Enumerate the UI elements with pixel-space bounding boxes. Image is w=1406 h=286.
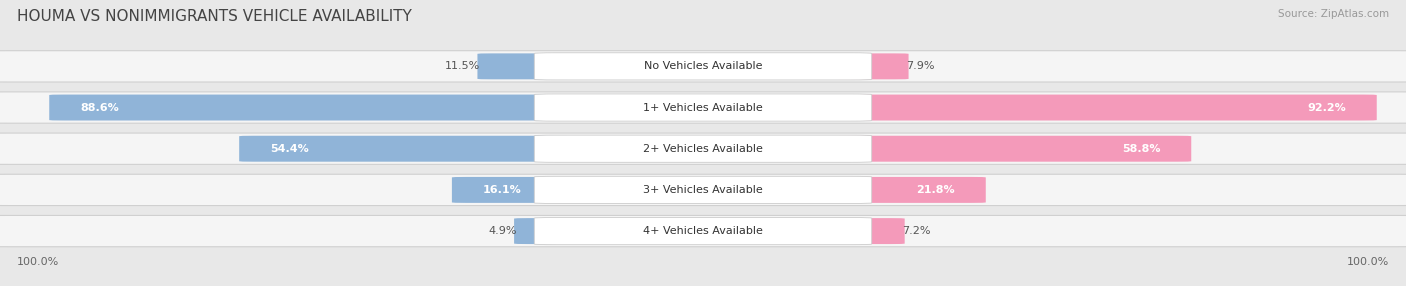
Text: 21.8%: 21.8% [917, 185, 955, 195]
FancyBboxPatch shape [837, 136, 1191, 162]
Text: 88.6%: 88.6% [80, 103, 120, 112]
Text: Source: ZipAtlas.com: Source: ZipAtlas.com [1278, 9, 1389, 19]
FancyBboxPatch shape [534, 135, 872, 162]
FancyBboxPatch shape [534, 53, 872, 80]
Text: 7.2%: 7.2% [901, 226, 931, 236]
FancyBboxPatch shape [534, 94, 872, 121]
Text: 16.1%: 16.1% [482, 185, 522, 195]
FancyBboxPatch shape [0, 133, 1406, 164]
FancyBboxPatch shape [49, 95, 569, 120]
FancyBboxPatch shape [0, 92, 1406, 123]
FancyBboxPatch shape [0, 51, 1406, 82]
Text: 54.4%: 54.4% [270, 144, 309, 154]
FancyBboxPatch shape [837, 177, 986, 203]
FancyBboxPatch shape [451, 177, 569, 203]
Text: No Vehicles Available: No Vehicles Available [644, 61, 762, 71]
Text: 7.9%: 7.9% [905, 61, 934, 71]
Text: 11.5%: 11.5% [446, 61, 481, 71]
FancyBboxPatch shape [837, 218, 904, 244]
FancyBboxPatch shape [837, 95, 1376, 120]
Text: 4.9%: 4.9% [488, 226, 517, 236]
Text: 58.8%: 58.8% [1122, 144, 1160, 154]
FancyBboxPatch shape [239, 136, 569, 162]
Text: 100.0%: 100.0% [17, 257, 59, 267]
FancyBboxPatch shape [478, 53, 569, 79]
Text: 3+ Vehicles Available: 3+ Vehicles Available [643, 185, 763, 195]
Text: 92.2%: 92.2% [1308, 103, 1346, 112]
Text: 1+ Vehicles Available: 1+ Vehicles Available [643, 103, 763, 112]
FancyBboxPatch shape [534, 176, 872, 204]
Text: 100.0%: 100.0% [1347, 257, 1389, 267]
FancyBboxPatch shape [837, 53, 908, 79]
FancyBboxPatch shape [0, 174, 1406, 206]
Text: 2+ Vehicles Available: 2+ Vehicles Available [643, 144, 763, 154]
FancyBboxPatch shape [534, 217, 872, 245]
Text: 4+ Vehicles Available: 4+ Vehicles Available [643, 226, 763, 236]
FancyBboxPatch shape [0, 215, 1406, 247]
FancyBboxPatch shape [515, 218, 569, 244]
Text: HOUMA VS NONIMMIGRANTS VEHICLE AVAILABILITY: HOUMA VS NONIMMIGRANTS VEHICLE AVAILABIL… [17, 9, 412, 23]
